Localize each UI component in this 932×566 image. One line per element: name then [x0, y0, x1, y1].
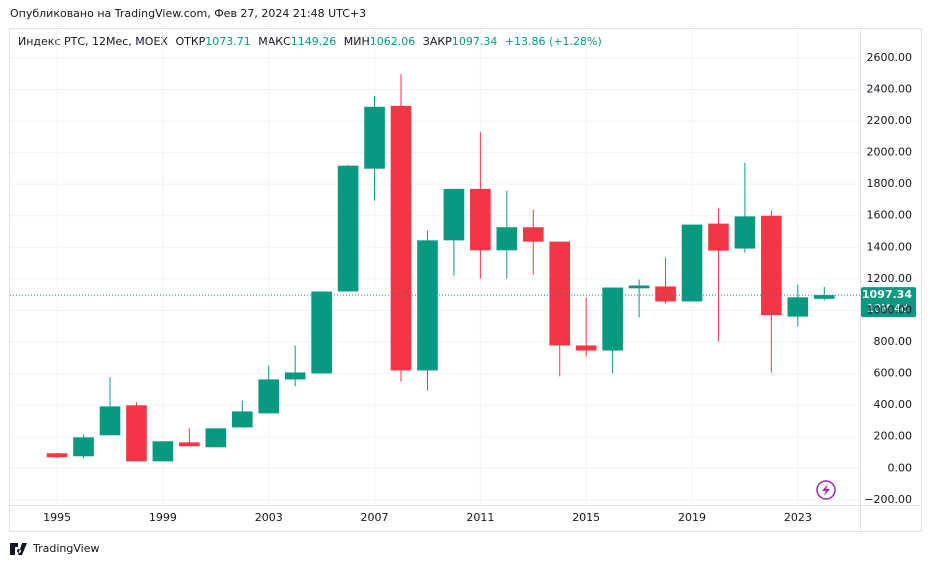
candle-body	[73, 437, 94, 457]
candle-body	[152, 441, 174, 462]
candle-body	[655, 286, 676, 302]
candle-body	[179, 442, 200, 447]
y-tick-label: 1400.00	[867, 240, 913, 253]
y-tick-label: 200.00	[874, 430, 913, 443]
candle-body	[470, 188, 491, 251]
open-value: 1073.71	[205, 35, 251, 48]
y-tick-label: 1200.00	[867, 272, 913, 285]
y-tick-label: −200.00	[864, 493, 912, 506]
y-tick-label: 1600.00	[867, 209, 913, 222]
x-tick-label: 2019	[678, 511, 706, 524]
chart-frame	[9, 28, 922, 532]
candle-body	[205, 428, 227, 448]
y-tick-label: 0.00	[888, 461, 913, 474]
candle-body	[258, 379, 280, 414]
high-label: МАКС	[258, 35, 291, 48]
y-tick-label: 2200.00	[867, 114, 913, 127]
x-tick-label: 2023	[784, 511, 812, 524]
y-tick-label: 2600.00	[867, 51, 913, 64]
price-tag-value: 1097.34	[862, 288, 912, 301]
y-tick-label: 600.00	[874, 367, 913, 380]
change-value: +13.86 (+1.28%)	[505, 35, 602, 48]
brand: TradingView	[32, 542, 99, 555]
close-label: ЗАКР	[423, 35, 452, 48]
candle-body	[813, 295, 835, 299]
low-value: 1062.06	[370, 35, 416, 48]
x-tick-label: 1995	[43, 511, 71, 524]
x-tick-label: 2003	[255, 511, 283, 524]
open-label: ОТКР	[175, 35, 205, 48]
candle-body	[126, 405, 147, 462]
logo: TradingView	[10, 542, 99, 555]
high-value: 1149.26	[291, 35, 337, 48]
candle-body	[708, 223, 729, 251]
candle-body	[602, 287, 623, 351]
symbol: Индекс РТС, 12Мес, MOEX	[18, 35, 168, 48]
candle-body	[443, 188, 465, 241]
alert-icon[interactable]	[816, 480, 836, 500]
candle-body	[761, 215, 782, 316]
candle-body	[522, 227, 544, 242]
x-tick-label: 2007	[361, 511, 389, 524]
y-tick-label: 1000.00	[867, 303, 913, 316]
candle-body	[787, 297, 809, 317]
candle-body	[46, 453, 68, 458]
alert-icon-bolt	[822, 484, 830, 496]
candle-body	[417, 240, 438, 371]
candle-body	[231, 411, 253, 428]
x-tick-label: 2011	[466, 511, 494, 524]
candle-body	[337, 165, 359, 292]
candle-body	[496, 227, 518, 251]
candle-body	[99, 406, 121, 436]
candle-body	[734, 216, 756, 249]
legend: Индекс РТС, 12Мес, MOEX ОТКР1073.71 МАКС…	[18, 35, 602, 48]
y-tick-label: 400.00	[874, 398, 913, 411]
y-tick-label: 800.00	[874, 335, 913, 348]
y-tick-label: 2000.00	[867, 146, 913, 159]
candle-body	[364, 106, 385, 169]
x-tick-label: 2015	[572, 511, 600, 524]
plot	[10, 29, 860, 505]
candle-body	[681, 224, 703, 302]
y-tick-label: 1800.00	[867, 177, 913, 190]
low-label: МИН	[344, 35, 370, 48]
price-tag-countdown: 10M 4d	[867, 302, 908, 315]
candle-body	[311, 291, 332, 374]
candle-body	[390, 105, 412, 371]
y-tick-label: 2400.00	[867, 82, 913, 95]
logo-mark	[10, 543, 27, 555]
candle-body	[284, 372, 306, 380]
price-tag-box	[861, 287, 916, 318]
x-tick-label: 1999	[149, 511, 177, 524]
candle-body	[628, 285, 650, 289]
candle-body	[575, 345, 597, 351]
candle-body	[549, 241, 571, 346]
published-note: Опубликовано на TradingView.com, Фев 27,…	[10, 7, 366, 20]
close-value: 1097.34	[452, 35, 498, 48]
